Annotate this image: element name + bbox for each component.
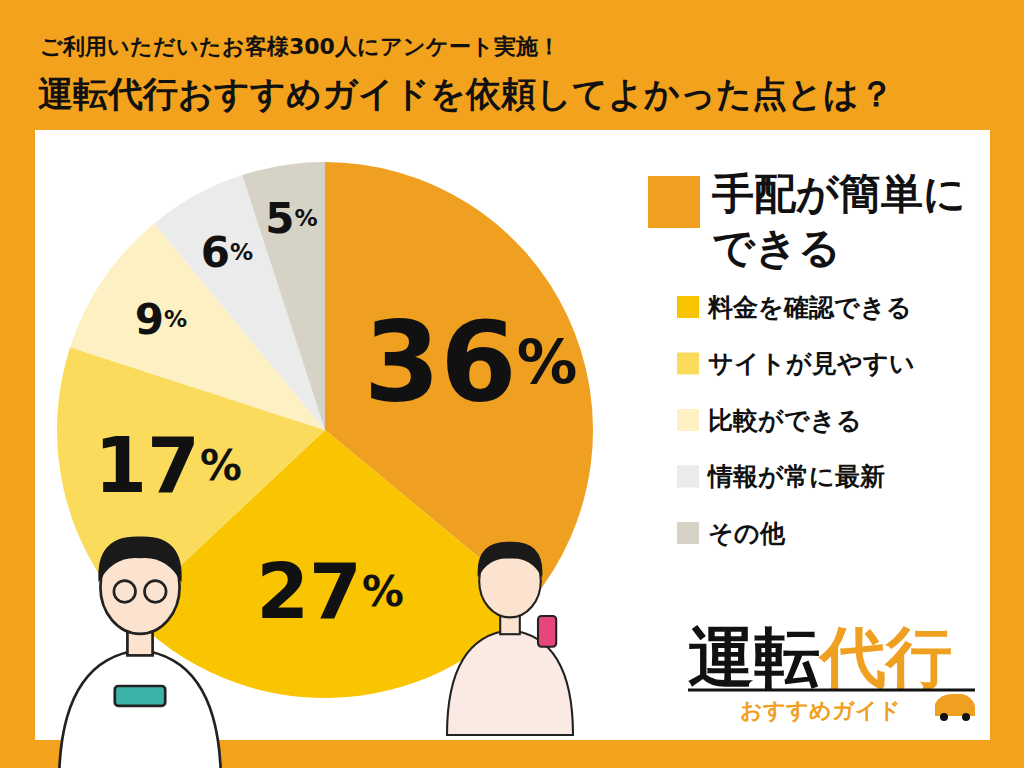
logo-car-wheel [962,713,970,721]
legend-label: 比較ができる [708,406,862,435]
logo: 運転代行おすすめガイド [688,619,975,723]
figure-hair [98,537,181,583]
panel [35,130,990,740]
logo-car [935,694,975,716]
chart: ご利用いただいたお客様300人にアンケート実施！ 運転代行おすすめガイドを依頼して… [0,0,1024,768]
logo-car-wheel [940,713,948,721]
legend: 手配が簡単にできる料金を確認できるサイトが見やすい比較ができる情報が常に最新その… [648,169,966,548]
legend-label: その他 [708,519,786,548]
legend-swatch [648,176,700,228]
background [0,0,1024,768]
legend-label: 情報が常に最新 [706,462,885,491]
legend-swatch [677,296,699,318]
figure-body [59,650,221,768]
glasses [114,581,136,603]
data-label: 27% [256,546,404,635]
phone [538,616,556,647]
subtitle: ご利用いただいたお客様300人にアンケート実施！ [40,34,560,59]
logo-name: 運転代行 [688,619,952,696]
legend-label: 料金を確認できる [707,293,912,322]
data-label: 36% [364,298,578,426]
slice [242,162,325,430]
legend-swatch [677,466,699,488]
legend-label: 手配が簡単にできる [711,169,966,272]
data-label: 9% [135,294,187,343]
figure-hair [478,542,543,578]
pie [57,162,593,698]
data-label: 17% [94,421,242,510]
phone [115,686,165,706]
logo-rule [688,689,975,692]
illustration [447,542,573,735]
data-label: 5% [265,194,317,243]
legend-swatch [677,522,699,544]
logo-tagline: おすすめガイド [740,698,901,723]
legend-swatch [677,409,699,431]
illustration [59,537,221,768]
data-label: 6% [201,227,253,276]
glasses [145,581,167,603]
legend-swatch [677,353,699,375]
legend-label: サイトが見やすい [708,349,915,378]
title: 運転代行おすすめガイドを依頼してよかった点とは？ [38,74,894,114]
